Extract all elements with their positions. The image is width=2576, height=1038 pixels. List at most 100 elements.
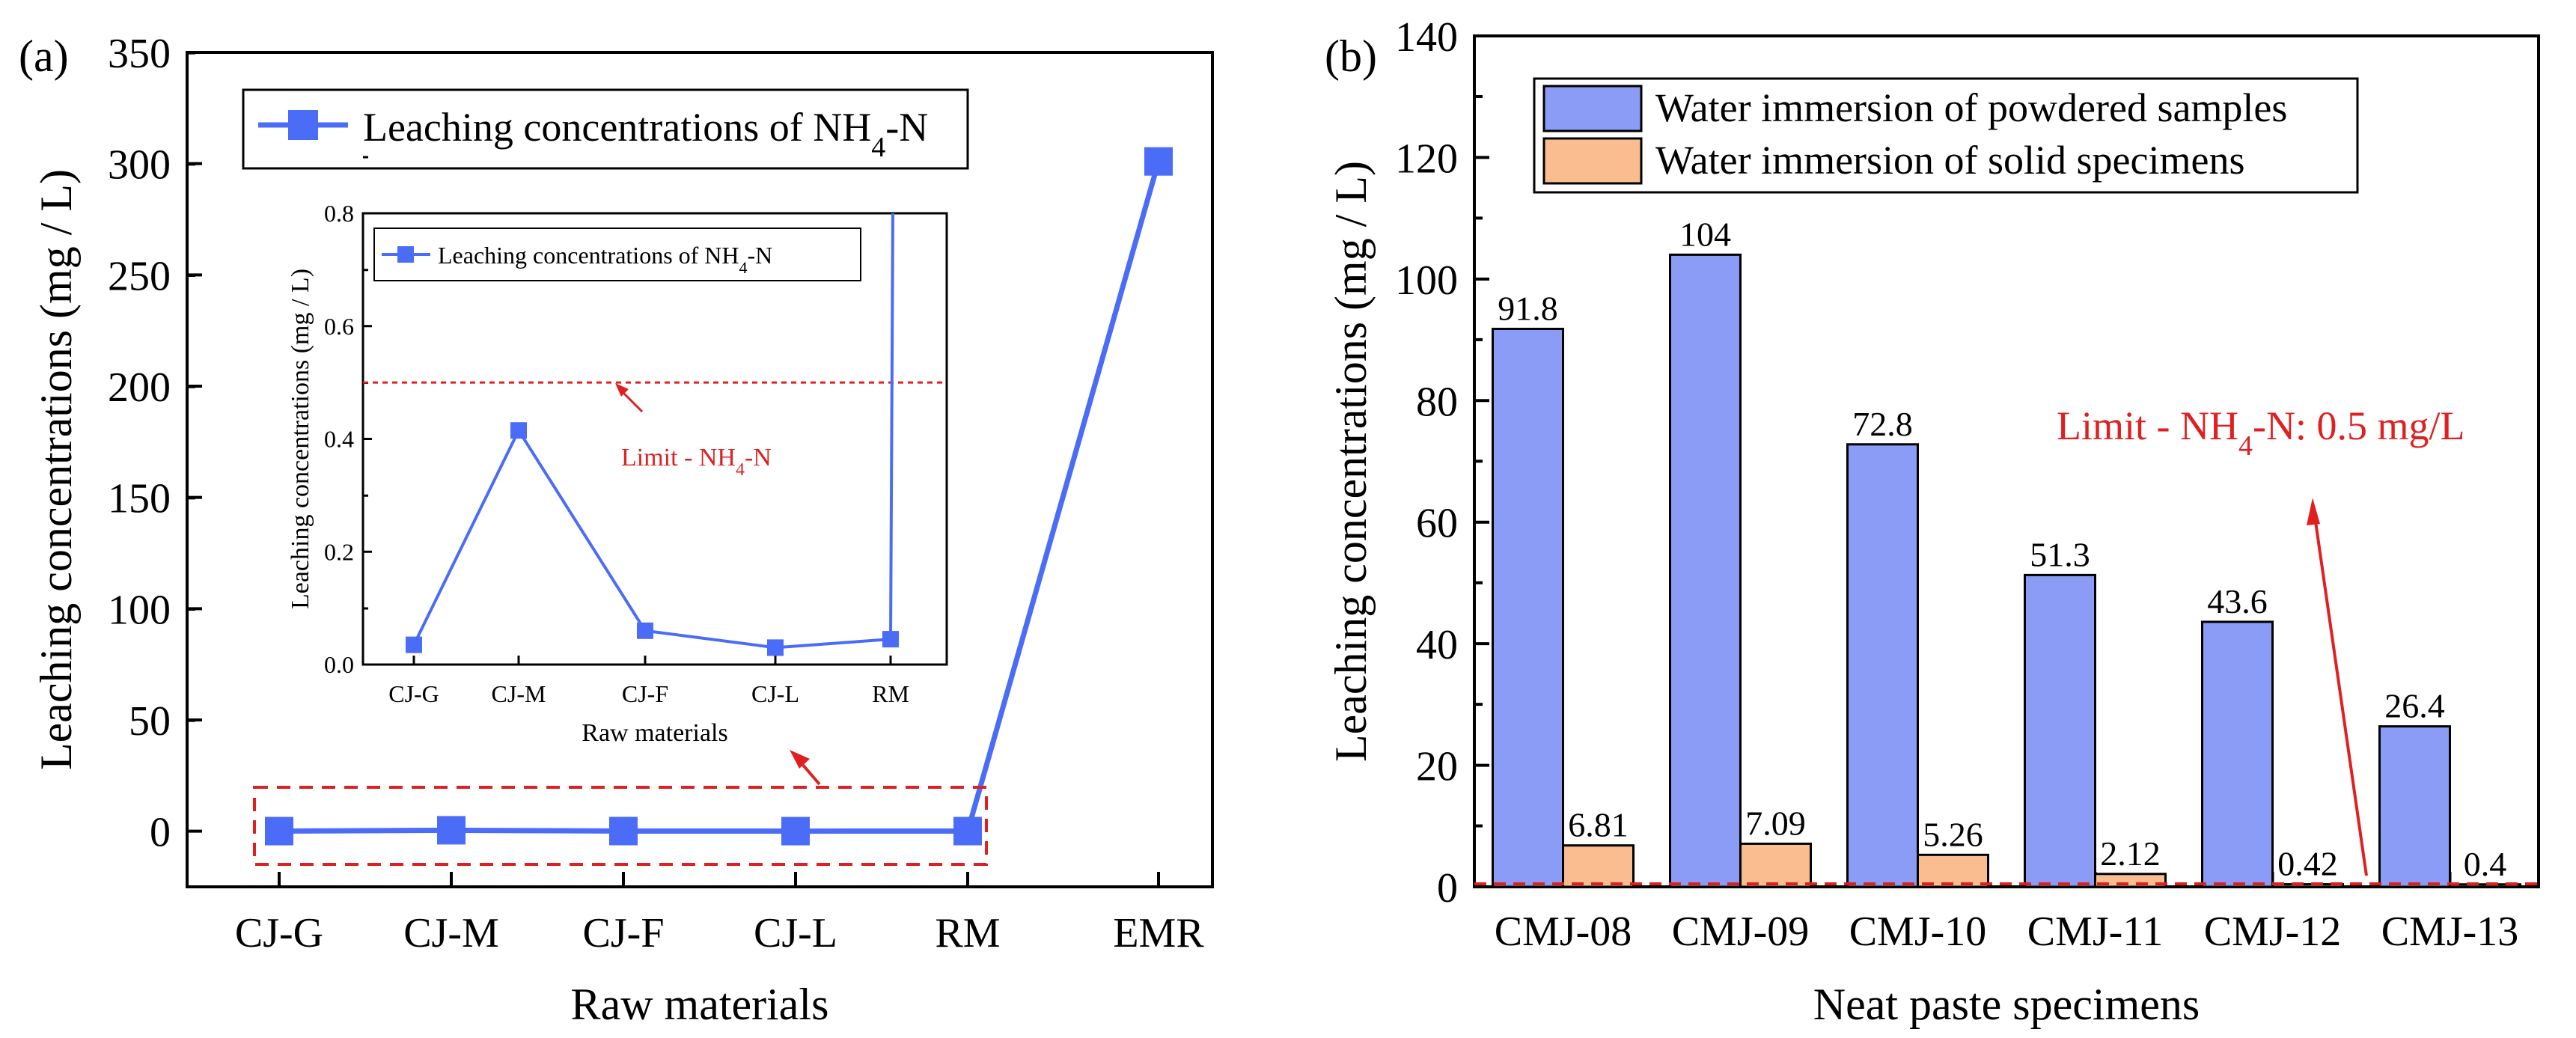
y-tick-label-a: 0 <box>150 810 171 856</box>
y-tick-label-a: 250 <box>108 253 171 299</box>
inset-data-point <box>406 636 422 653</box>
inset-y-tick-label: 0.6 <box>324 313 354 340</box>
y-tick-label-a: 200 <box>108 364 171 411</box>
y-tick-label-b: 0 <box>1437 865 1458 912</box>
bar-powdered <box>1669 253 1742 888</box>
limit-arrow-head <box>2307 498 2320 525</box>
legend-swatch-b <box>1542 137 1643 185</box>
bar-value-label: 5.26 <box>1923 815 1983 853</box>
bar-value-label: 72.8 <box>1852 405 1913 443</box>
y-tick-label-b: 80 <box>1416 379 1458 425</box>
bar-value-label: 0.42 <box>2277 845 2338 883</box>
inset-data-point <box>882 631 899 648</box>
bar-powdered <box>2024 573 2096 888</box>
inset-y-tick-label: 0.8 <box>324 200 354 227</box>
series-line-a <box>278 160 1162 834</box>
bar-value-label: 6.81 <box>1568 806 1629 844</box>
x-tick-label-a: CJ-M <box>403 910 499 956</box>
legend-swatch-b <box>1542 85 1643 132</box>
y-tick-label-b: 60 <box>1416 501 1458 547</box>
y-tick-label-a: 100 <box>108 587 171 633</box>
x-tick-label-b: CMJ-12 <box>2204 909 2342 955</box>
data-point-a <box>953 816 982 846</box>
bar-solid <box>1739 842 1812 888</box>
panel-label-a: (a) <box>19 31 69 81</box>
legend-label-b: Water immersion of powdered samples <box>1655 85 2287 130</box>
y-tick-label-b: 40 <box>1416 622 1458 668</box>
inset-legend-label: Leaching concentrations of NH4-N <box>438 242 772 277</box>
legend-box-b <box>1533 77 2359 194</box>
panel-b: (b) 0 20 40 60 80 100 120 140 Neat paste specimen… <box>1325 14 2540 1029</box>
x-tick-label-b: CMJ-08 <box>1495 909 1632 955</box>
panel-label-b: (b) <box>1325 31 1377 81</box>
bar-value-label: 7.09 <box>1745 804 1806 842</box>
inset-series-line <box>412 213 894 650</box>
inset-y-axis-label: Leaching concentrations (mg / L) <box>287 269 314 609</box>
inset-x-axis-label: Raw materials <box>582 719 727 747</box>
bar-value-label: 26.4 <box>2384 687 2445 725</box>
inset-limit-arrow-head <box>615 383 629 397</box>
x-tick-label-a: CJ-L <box>754 910 837 956</box>
inset-x-tick-label: CJ-M <box>492 680 546 707</box>
legend-label-b: Water immersion of solid specimens <box>1655 138 2244 183</box>
bar-solid <box>1917 853 1989 888</box>
bar-value-label: 43.6 <box>2207 582 2268 620</box>
panel-a: (a) 0 50 100 150 200 250 300 350 CJ-G CJ-M CJ-F CJ-L… <box>19 31 1214 1029</box>
data-point-a <box>265 816 293 846</box>
bar-powdered <box>2378 725 2451 888</box>
highlight-arrow-head <box>790 750 810 769</box>
bar-value-label: 0.4 <box>2464 845 2507 883</box>
bar-powdered <box>1492 327 1564 888</box>
bar-value-label: 104 <box>1679 215 1731 253</box>
inset-x-tick-label: CJ-G <box>388 680 439 707</box>
x-axis-label-b: Neat paste specimens <box>1813 980 2200 1029</box>
bar-powdered <box>2201 620 2274 888</box>
y-tick-label-b: 100 <box>1395 257 1458 304</box>
bar-solid <box>2449 883 2521 888</box>
inset-x-tick-label: CJ-L <box>751 680 799 707</box>
highlight-box <box>253 786 988 866</box>
x-tick-label-b: CMJ-11 <box>2027 909 2164 955</box>
plot-frame-a <box>186 51 1214 888</box>
x-tick-label-b: CMJ-10 <box>1849 909 1987 955</box>
y-axis-label-b: Leaching concentrations (mg / L) <box>1326 161 1376 762</box>
bar-value-label: 91.8 <box>1498 289 1558 327</box>
y-tick-label-a: 50 <box>129 698 171 745</box>
inset-limit-label: Limit - NH4-N <box>621 444 772 480</box>
inset-y-tick-label: 0.2 <box>324 538 354 565</box>
inset-data-point <box>510 422 527 439</box>
bar-value-label: 51.3 <box>2030 535 2090 573</box>
inset-data-point <box>637 622 653 639</box>
legend-marker-a <box>288 110 318 140</box>
x-tick-label-a: RM <box>935 910 1000 956</box>
x-tick-label-a: CJ-F <box>583 910 665 956</box>
data-point-a <box>781 816 810 846</box>
x-tick-label-a: CJ-G <box>235 910 323 956</box>
y-tick-label-a: 150 <box>108 476 171 522</box>
y-tick-label-b: 140 <box>1395 14 1458 61</box>
bar-powdered <box>1846 443 1919 888</box>
inset-frame <box>361 212 948 666</box>
inset-data-point <box>767 639 784 656</box>
y-tick-label-b: 20 <box>1416 744 1458 790</box>
data-point-a <box>1144 147 1173 176</box>
x-axis-label-a: Raw materials <box>571 980 829 1029</box>
y-tick-label-a: 300 <box>108 142 171 189</box>
legend-label-a: Leaching concentrations of NH4-N <box>363 105 928 163</box>
inset-y-tick-label: 0.4 <box>324 426 354 453</box>
data-point-a <box>437 816 466 845</box>
legend-box-a <box>242 88 969 170</box>
limit-arrow-line <box>2313 516 2368 876</box>
inset-x-tick-label: CJ-F <box>622 680 668 707</box>
inset-legend-box <box>373 228 861 281</box>
x-tick-label-a: EMR <box>1113 910 1204 956</box>
y-tick-label-a: 350 <box>108 31 171 77</box>
data-point-a <box>609 816 638 846</box>
bar-value-label: 2.12 <box>2100 834 2161 873</box>
y-tick-label-b: 120 <box>1395 135 1458 182</box>
x-tick-label-b: CMJ-09 <box>1672 909 1810 955</box>
bar-solid <box>1562 844 1635 888</box>
bar-solid <box>2271 883 2344 888</box>
inset-x-tick-label: RM <box>872 680 909 707</box>
